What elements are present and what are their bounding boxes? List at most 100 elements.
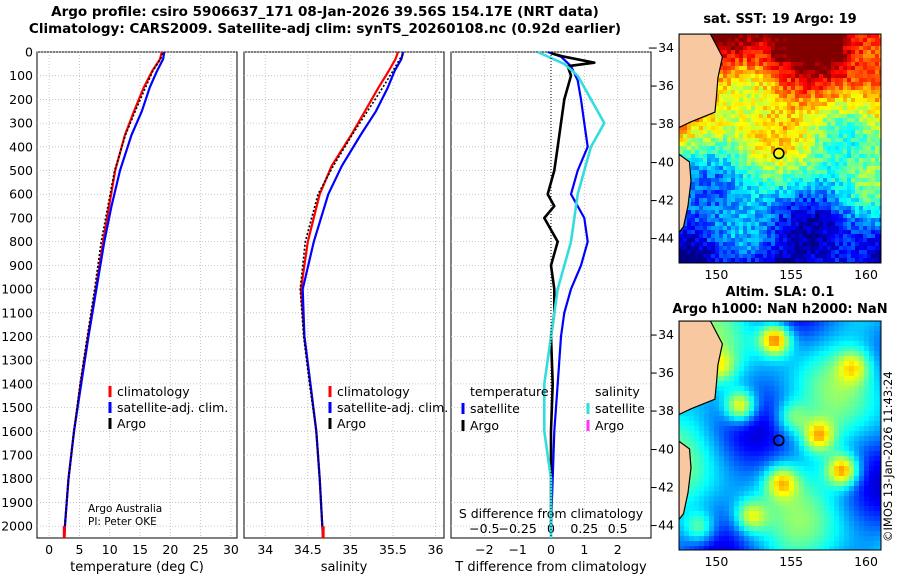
map-cell (844, 401, 850, 407)
map-cell (824, 516, 830, 522)
map-cell (734, 541, 740, 547)
map-cell (739, 386, 745, 392)
map-cell (779, 218, 784, 223)
map-cell (719, 34, 724, 39)
map-cell (814, 356, 820, 362)
map-cell (789, 396, 795, 402)
map-cell (791, 90, 796, 95)
map-cell (775, 106, 780, 111)
map-cell (864, 406, 870, 412)
map-cell (799, 346, 805, 352)
map-cell (839, 331, 845, 337)
map-cell (863, 90, 868, 95)
map-cell (874, 336, 880, 342)
map-cell (803, 158, 808, 163)
map-cell (779, 456, 785, 462)
map-cell (815, 114, 820, 119)
map-cell (749, 501, 755, 507)
map-cell (864, 436, 870, 442)
map-cell (834, 496, 840, 502)
map-cell (755, 146, 760, 151)
map-cell (835, 134, 840, 139)
map-cell (809, 411, 815, 417)
map-cell (734, 501, 740, 507)
map-cell (823, 126, 828, 131)
map-cell (747, 222, 752, 227)
map-cell (835, 114, 840, 119)
map-cell (784, 486, 790, 492)
map-cell (815, 238, 820, 243)
map-cell (724, 406, 730, 412)
map-cell (854, 326, 860, 332)
map-cell (739, 456, 745, 462)
map-cell (779, 258, 784, 263)
map-cell (807, 254, 812, 259)
map-cell (709, 416, 715, 422)
map-cell (871, 66, 876, 71)
map-cell (815, 146, 820, 151)
map-cell (734, 346, 740, 352)
map-cell (763, 230, 768, 235)
x-tick-label: 30 (223, 542, 239, 557)
map-cell (779, 210, 784, 215)
map-cell (823, 198, 828, 203)
map-cell (807, 82, 812, 87)
map-cell (867, 226, 872, 231)
map-cell (739, 130, 744, 135)
map-cell (755, 86, 760, 91)
map-cell (715, 254, 720, 259)
map-cell (689, 436, 695, 442)
map-cell (795, 106, 800, 111)
map-cell (771, 154, 776, 159)
map-cell (844, 426, 850, 432)
map-cell (767, 86, 772, 91)
map-cell (695, 194, 700, 199)
map-cell (691, 206, 696, 211)
map-cell (707, 194, 712, 199)
map-cell (824, 361, 830, 367)
map-cell (743, 158, 748, 163)
map-cell (814, 346, 820, 352)
map-cell (847, 90, 852, 95)
map-cell (714, 456, 720, 462)
map-cell (691, 146, 696, 151)
map-cell (699, 456, 705, 462)
map-cell (703, 226, 708, 231)
map-cell (734, 546, 740, 550)
map-cell (847, 138, 852, 143)
map-cell (747, 178, 752, 183)
map-cell (779, 34, 784, 39)
map-cell (779, 331, 785, 337)
map-cell (847, 98, 852, 103)
map-cell (775, 162, 780, 167)
map-cell (783, 74, 788, 79)
map-cell (699, 481, 705, 487)
map-cell (803, 206, 808, 211)
map-cell (775, 202, 780, 207)
map-cell (763, 98, 768, 103)
map-cell (859, 356, 865, 362)
map-cell (851, 258, 856, 263)
map-cell (823, 106, 828, 111)
map-cell (769, 491, 775, 497)
map-y-tick-label: −38 (648, 403, 674, 418)
map-cell (774, 511, 780, 517)
map-cell (724, 481, 730, 487)
map-cell (869, 396, 875, 402)
map-cell (704, 451, 710, 457)
map-cell (743, 42, 748, 47)
map-cell (751, 70, 756, 75)
map-cell (811, 166, 816, 171)
map-cell (787, 162, 792, 167)
map-cell (847, 226, 852, 231)
map-cell (879, 446, 881, 452)
map-cell (824, 461, 830, 467)
map-cell (834, 511, 840, 517)
map-cell (739, 138, 744, 143)
map-cell (824, 321, 830, 327)
map-cell (829, 436, 835, 442)
map-cell (811, 198, 816, 203)
map-cell (679, 246, 684, 251)
map-cell (787, 98, 792, 103)
